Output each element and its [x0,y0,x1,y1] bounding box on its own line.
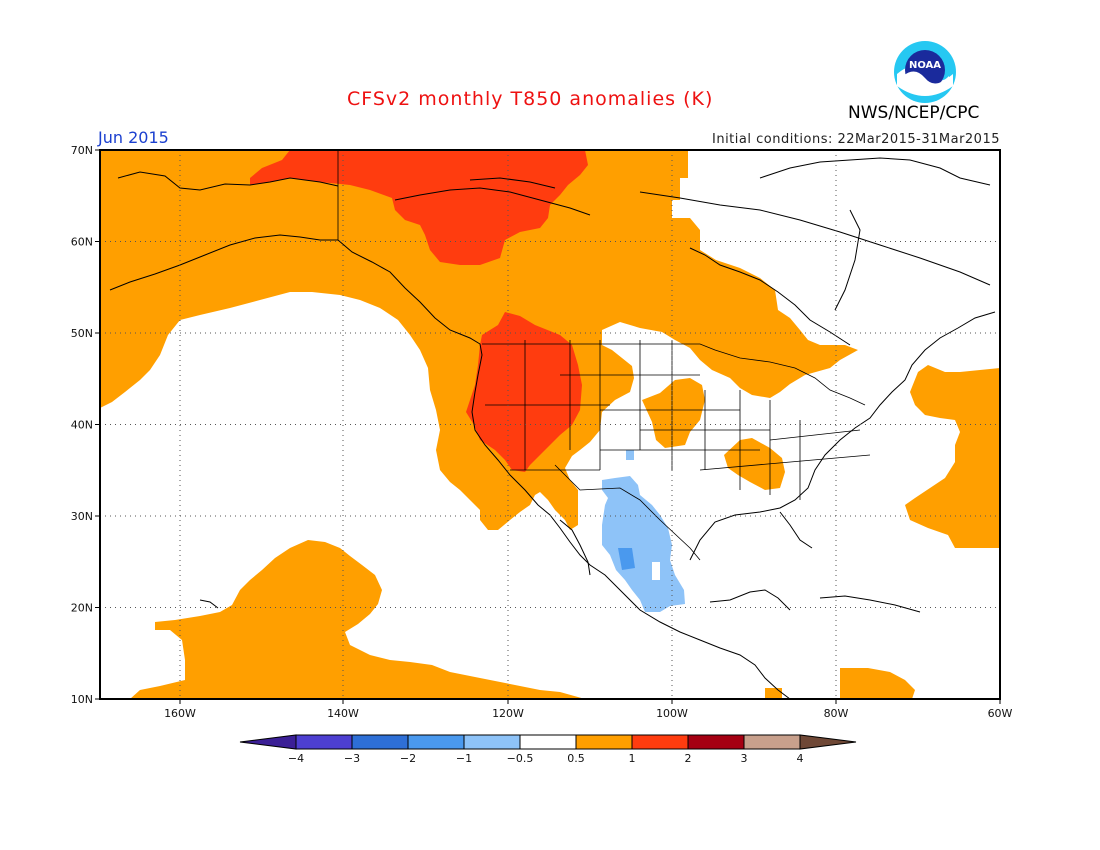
lon-label: 120W [492,707,524,720]
lat-label: 50N [71,327,93,340]
lat-label: 10N [71,693,93,706]
colorbar-right-arrow [799,734,857,750]
lat-label: 40N [71,419,93,432]
cool-anomaly-region [602,476,685,612]
lat-label: 70N [71,144,93,157]
lon-label: 160W [164,707,196,720]
colorbar-segment [295,734,353,750]
colorbar-segment [631,734,689,750]
lon-label: 100W [656,707,688,720]
month-label: Jun 2015 [98,128,169,147]
colorbar-segment [687,734,745,750]
longitude-labels: 160W 140W 120W 100W 80W 60W [164,699,1013,720]
initial-conditions-label: Initial conditions: 22Mar2015-31Mar2015 [712,132,1000,147]
colorbar-label: −2 [400,752,416,765]
chart-title: CFSv2 monthly T850 anomalies (K) [347,88,714,110]
colorbar-segment [743,734,801,750]
colorbar-label: −4 [288,752,304,765]
colorbar-label: 3 [741,752,748,765]
colorbar-segment [575,734,633,750]
colorbar-segment [463,734,521,750]
coastlines [109,157,996,699]
colorbar-segment [351,734,409,750]
agency-label: NWS/NCEP/CPC [848,103,980,123]
colorbar-segment [519,734,577,750]
logo-text: NOAA [909,60,941,71]
colorbar-label: 4 [797,752,804,765]
colorbar-label: −0.5 [507,752,534,765]
colorbar-left-arrow [239,734,297,750]
colorbar-label: −1 [456,752,472,765]
colorbar-label: −3 [344,752,360,765]
colorbar-label: 0.5 [567,752,585,765]
lon-label: 80W [824,707,849,720]
colorbar-label: 1 [629,752,636,765]
latitude-labels: 70N 60N 50N 40N 30N 20N 10N [71,144,100,706]
lon-label: 140W [327,707,359,720]
lat-label: 20N [71,602,93,615]
lon-label: 60W [988,707,1013,720]
borders [337,150,871,561]
colorbar-label: 2 [685,752,692,765]
lat-label: 30N [71,510,93,523]
anomaly-fields [100,150,1000,699]
graticule [100,150,1000,699]
lat-label: 60N [71,236,93,249]
colorbar-segment [407,734,465,750]
warm-anomaly-region [100,150,858,530]
noaa-logo: NOAA [893,40,957,104]
